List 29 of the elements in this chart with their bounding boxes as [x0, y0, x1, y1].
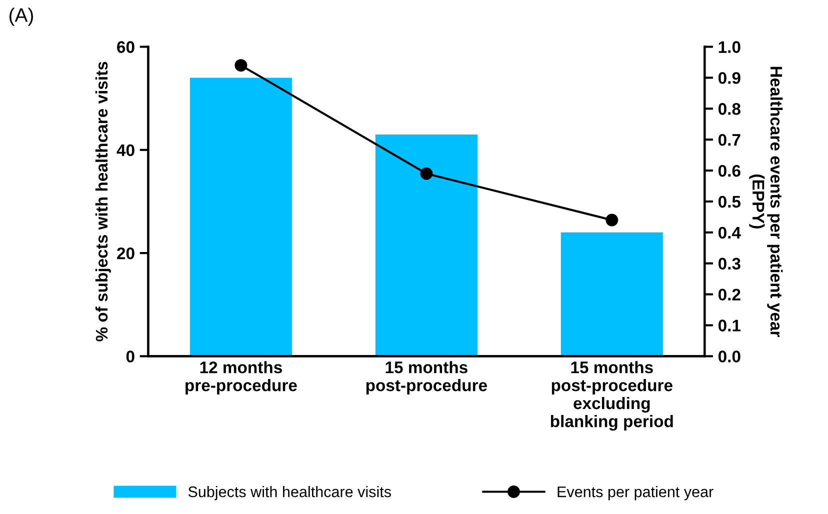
y2-tick-label: 0.5 [718, 196, 741, 208]
y2-tick-label: 0.4 [718, 226, 741, 239]
y2-tick-label: 0.3 [718, 258, 740, 270]
bar [375, 134, 478, 356]
y2-tick-label: 0.8 [718, 103, 740, 115]
y2-tick-label: 0.9 [718, 72, 740, 84]
y-tick-label: 0 [126, 350, 134, 362]
bar [190, 78, 292, 356]
point [606, 214, 618, 226]
y2-tick-label: 1.0 [718, 41, 740, 53]
y-axis-title: % of subjects with healthcare visits [95, 62, 111, 342]
y2-tick-label: 0.1 [718, 320, 741, 332]
text: (A) [9, 8, 33, 26]
y2-tick-label: 0.6 [718, 164, 740, 177]
x-tick-label: 12 months pre-procedure [186, 361, 297, 395]
point [234, 59, 248, 72]
legend-label: Events per patient year [558, 486, 714, 500]
y2-tick-label: 0.2 [718, 288, 740, 301]
y-tick-label: 40 [116, 144, 134, 156]
bar [560, 232, 663, 356]
x-tick-label: 15 months post-procedure excluding blanking period [550, 361, 673, 431]
point [420, 167, 433, 180]
y-tick-label: 20 [117, 247, 134, 260]
y-tick-label: 60 [117, 41, 134, 53]
y2-tick-label: 0.0 [718, 350, 740, 362]
y2-tick-label: 0.7 [718, 134, 740, 146]
y2-axis-title: Healthcare events per patient year (EPPY) [749, 66, 783, 337]
x-tick-label: 15 months post-procedure [366, 361, 487, 395]
legend-label: Subjects with healthcare visits [188, 486, 391, 500]
